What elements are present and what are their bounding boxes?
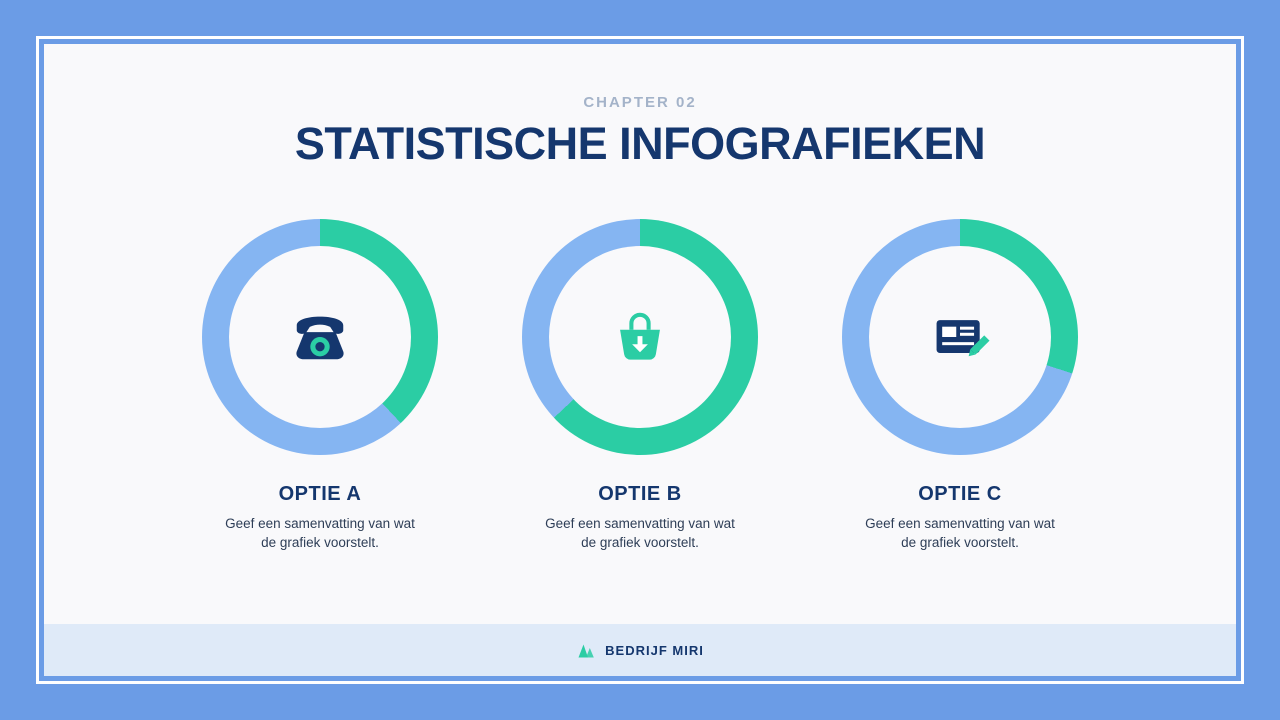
donut-chart-c [842,218,1078,455]
slide-title: STATISTISCHE INFOGRAFIEKEN [294,118,986,169]
donut-hole-a [229,245,411,428]
option-b-description: Geef een samenvatting van wat de grafiek… [545,515,735,551]
option-a-description: Geef een samenvatting van wat de grafiek… [225,515,415,551]
news-edit-icon [930,307,990,367]
company-name: BEDRIJF MIRI [605,642,704,658]
donut-hole-b [549,245,731,428]
chapter-label: CHAPTER 02 [583,94,697,111]
option-a-column: OPTIE A Geef een samenvatting van wat de… [202,218,438,553]
charts-row: OPTIE A Geef een samenvatting van wat de… [44,218,1236,553]
donut-chart-a [202,218,438,455]
footer-bar: BEDRIJF MIRI [44,624,1236,676]
donut-chart-b [522,218,758,455]
option-b-label: OPTIE B [598,482,682,505]
option-c-column: OPTIE C Geef een samenvatting van wat de… [842,218,1078,553]
option-c-description: Geef een samenvatting van wat de grafiek… [865,515,1055,551]
option-b-column: OPTIE B Geef een samenvatting van wat de… [522,218,758,553]
option-c-label: OPTIE C [918,482,1002,505]
option-a-label: OPTIE A [278,482,362,505]
slide-card: CHAPTER 02 STATISTISCHE INFOGRAFIEKEN [44,44,1236,676]
company-logo-icon [576,642,596,658]
shopping-basket-icon [611,308,669,366]
slide-header: CHAPTER 02 STATISTISCHE INFOGRAFIEKEN [44,94,1236,169]
phone-icon [289,306,351,368]
donut-hole-c [869,245,1051,428]
